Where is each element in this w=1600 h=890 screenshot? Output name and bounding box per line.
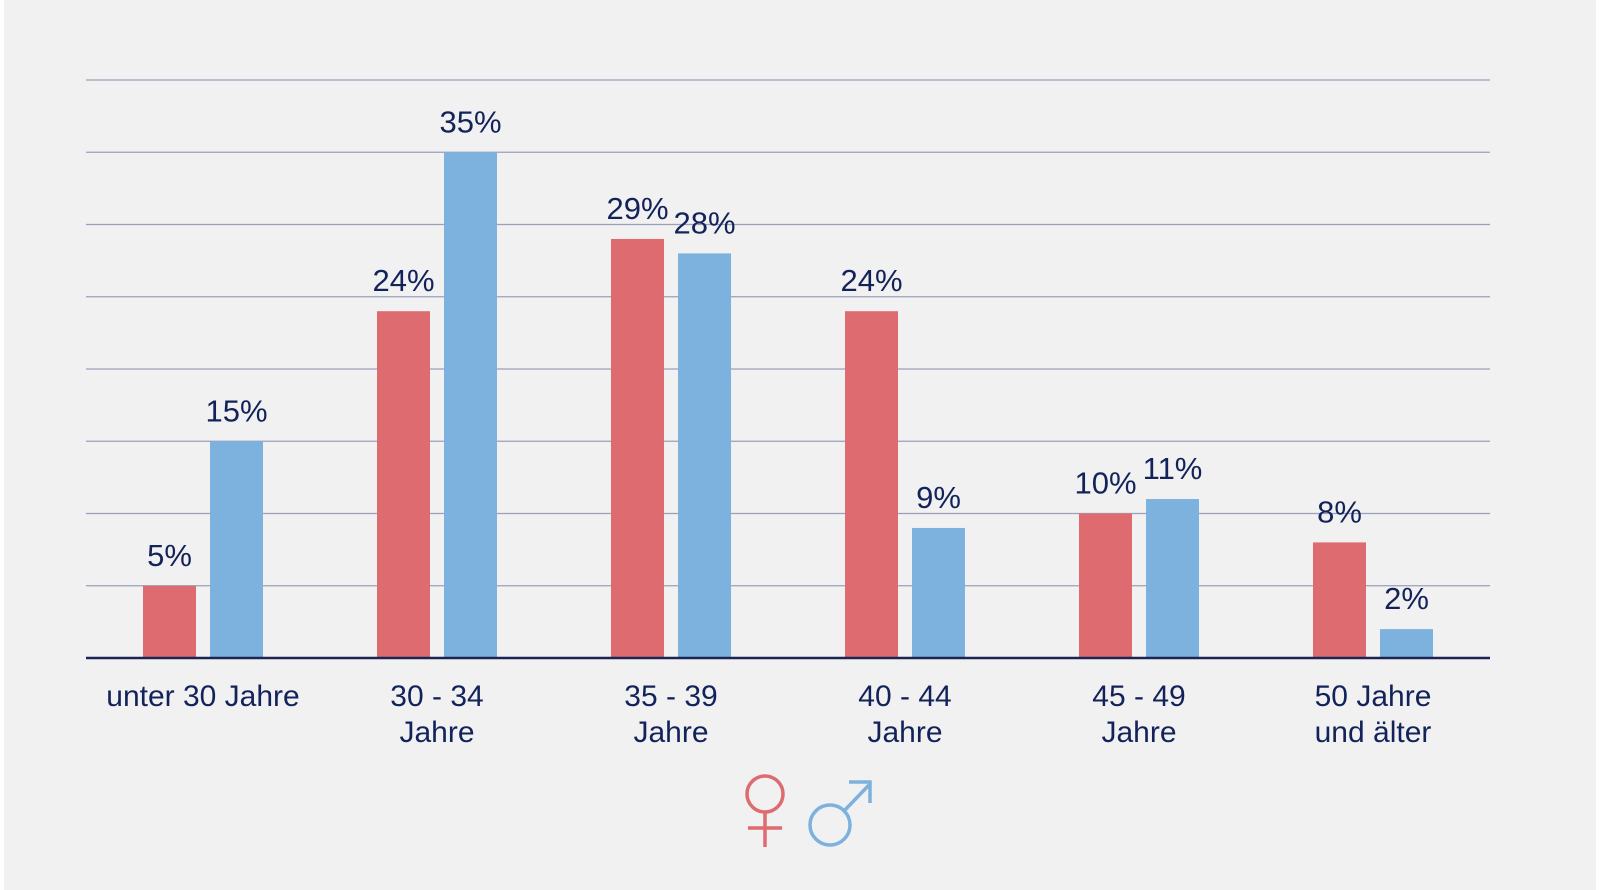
x-tick-label: 45 - 49 — [1092, 680, 1185, 713]
male-symbol-icon — [808, 780, 872, 847]
x-tick-label: unter 30 Jahre — [106, 680, 299, 713]
x-tick-label: 40 - 44 — [858, 680, 951, 713]
data-label: 24% — [372, 263, 434, 298]
bar-male — [678, 253, 731, 658]
data-labels: 5% 15% 24% 35% 29% 28% 24% 9% 10% 11% 8% 2% — [147, 104, 1429, 616]
data-label: 2% — [1384, 581, 1429, 616]
bar-female — [1313, 542, 1366, 658]
chart-panel — [4, 0, 1596, 890]
x-tick-label: 30 - 34 — [390, 680, 483, 713]
bar-female — [377, 311, 430, 658]
x-tick-label: Jahre — [1101, 716, 1176, 749]
bar-male — [912, 527, 965, 658]
female-symbol-icon — [745, 774, 785, 847]
bar-male — [1146, 499, 1199, 658]
data-label: 8% — [1317, 494, 1362, 529]
bars — [143, 152, 1433, 658]
x-tick-label: und älter — [1315, 716, 1432, 749]
bar-male — [210, 441, 263, 658]
data-label: 10% — [1074, 466, 1136, 501]
x-tick-label: Jahre — [633, 716, 708, 749]
bar-female — [1079, 513, 1132, 658]
data-label: 24% — [840, 263, 902, 298]
data-label: 5% — [147, 538, 192, 573]
data-label: 35% — [439, 104, 501, 139]
data-label: 11% — [1143, 451, 1203, 486]
legend — [745, 774, 872, 847]
x-tick-label: 50 Jahre — [1315, 680, 1432, 713]
x-tick-label: Jahre — [399, 716, 474, 749]
bar-male — [444, 152, 497, 658]
x-tick-label: Jahre — [867, 716, 942, 749]
bar-female — [143, 585, 196, 658]
x-tick-label: 35 - 39 — [624, 680, 717, 713]
data-label: 15% — [205, 393, 267, 428]
bar-female — [611, 238, 664, 658]
data-label: 29% — [606, 191, 668, 226]
data-label: 28% — [673, 205, 735, 240]
data-label: 9% — [916, 480, 961, 515]
bar-female — [845, 311, 898, 658]
gridlines — [86, 79, 1490, 587]
bar-male — [1380, 629, 1433, 658]
